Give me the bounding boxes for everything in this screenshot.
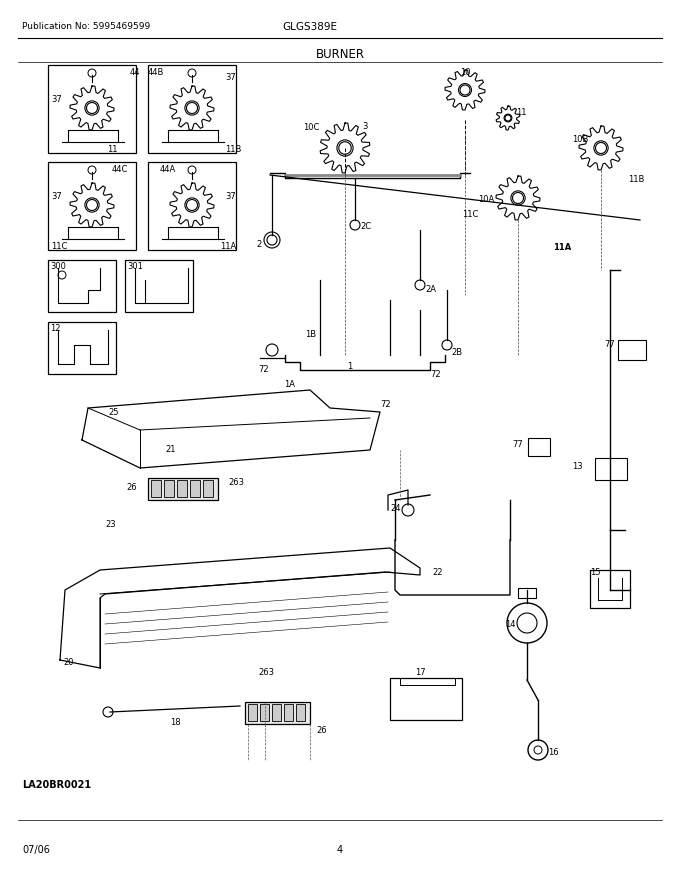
Text: 1A: 1A xyxy=(284,380,295,389)
Text: 37: 37 xyxy=(225,73,236,82)
Bar xyxy=(48,322,116,374)
Text: 44: 44 xyxy=(130,68,141,77)
Text: 25: 25 xyxy=(108,408,118,417)
Text: 3: 3 xyxy=(362,122,367,131)
Bar xyxy=(151,480,161,497)
Text: 2B: 2B xyxy=(451,348,462,357)
Bar xyxy=(245,702,310,724)
Text: 07/06: 07/06 xyxy=(22,845,50,855)
Bar xyxy=(190,480,200,497)
Text: 4: 4 xyxy=(337,845,343,855)
Bar xyxy=(164,480,174,497)
Text: 24: 24 xyxy=(390,504,401,513)
Bar xyxy=(177,480,187,497)
Bar xyxy=(528,438,550,456)
Text: 12: 12 xyxy=(50,324,61,333)
Bar xyxy=(48,260,116,312)
Text: 263: 263 xyxy=(228,478,244,487)
Bar xyxy=(248,704,257,721)
Text: 72: 72 xyxy=(258,365,269,374)
Text: 44C: 44C xyxy=(112,165,129,174)
Text: 15: 15 xyxy=(590,568,600,577)
Text: 300: 300 xyxy=(50,262,66,271)
Bar xyxy=(203,480,213,497)
Text: BURNER: BURNER xyxy=(316,48,364,61)
Text: 11A: 11A xyxy=(553,243,571,252)
Text: LA20BR0021: LA20BR0021 xyxy=(22,780,91,790)
Text: 44B: 44B xyxy=(148,68,165,77)
Text: 37: 37 xyxy=(51,192,62,201)
Text: 18: 18 xyxy=(170,718,181,727)
Text: 37: 37 xyxy=(51,95,62,104)
Text: 26: 26 xyxy=(316,726,326,735)
Text: 22: 22 xyxy=(432,568,443,577)
Text: 23: 23 xyxy=(105,520,116,529)
Bar xyxy=(618,340,646,360)
Text: 1B: 1B xyxy=(305,330,316,339)
Bar xyxy=(148,65,236,153)
Text: 26: 26 xyxy=(126,483,137,492)
Bar xyxy=(148,162,236,250)
Text: 1: 1 xyxy=(347,362,352,371)
Text: 21: 21 xyxy=(165,445,175,454)
Text: 10B: 10B xyxy=(572,135,588,144)
Text: 17: 17 xyxy=(415,668,426,677)
Bar xyxy=(272,704,281,721)
Bar xyxy=(518,588,536,598)
Bar xyxy=(125,260,193,312)
Text: 2C: 2C xyxy=(360,222,371,231)
Bar xyxy=(48,65,136,153)
Bar xyxy=(595,458,627,480)
Bar xyxy=(148,478,218,500)
Text: 44A: 44A xyxy=(160,165,176,174)
Text: 11B: 11B xyxy=(628,175,645,184)
Text: 11B: 11B xyxy=(225,145,241,154)
Text: 263: 263 xyxy=(258,668,274,677)
Text: 77: 77 xyxy=(512,440,523,449)
Text: 11: 11 xyxy=(516,108,526,117)
Text: 10: 10 xyxy=(460,68,471,77)
Bar xyxy=(284,704,293,721)
Bar xyxy=(296,704,305,721)
Text: 10C: 10C xyxy=(303,123,320,132)
Text: 77: 77 xyxy=(605,340,615,349)
Text: 11C: 11C xyxy=(462,210,478,219)
Text: 11A: 11A xyxy=(220,242,236,251)
Text: Publication No: 5995469599: Publication No: 5995469599 xyxy=(22,22,150,31)
Text: 11C: 11C xyxy=(51,242,67,251)
Bar xyxy=(390,678,462,720)
Text: 10A: 10A xyxy=(478,195,494,204)
Text: 16: 16 xyxy=(548,748,559,757)
Text: 13: 13 xyxy=(573,462,583,471)
Text: 72: 72 xyxy=(380,400,390,409)
Text: 2: 2 xyxy=(256,240,261,249)
Text: 11: 11 xyxy=(107,145,118,154)
Bar xyxy=(260,704,269,721)
Bar xyxy=(590,570,630,608)
Text: 72: 72 xyxy=(430,370,441,379)
Text: 14: 14 xyxy=(505,620,515,629)
Bar xyxy=(48,162,136,250)
Text: 37: 37 xyxy=(225,192,236,201)
Text: GLGS389E: GLGS389E xyxy=(282,22,337,32)
Text: 20: 20 xyxy=(63,658,73,667)
Text: 301: 301 xyxy=(127,262,143,271)
Text: 2A: 2A xyxy=(425,285,436,294)
